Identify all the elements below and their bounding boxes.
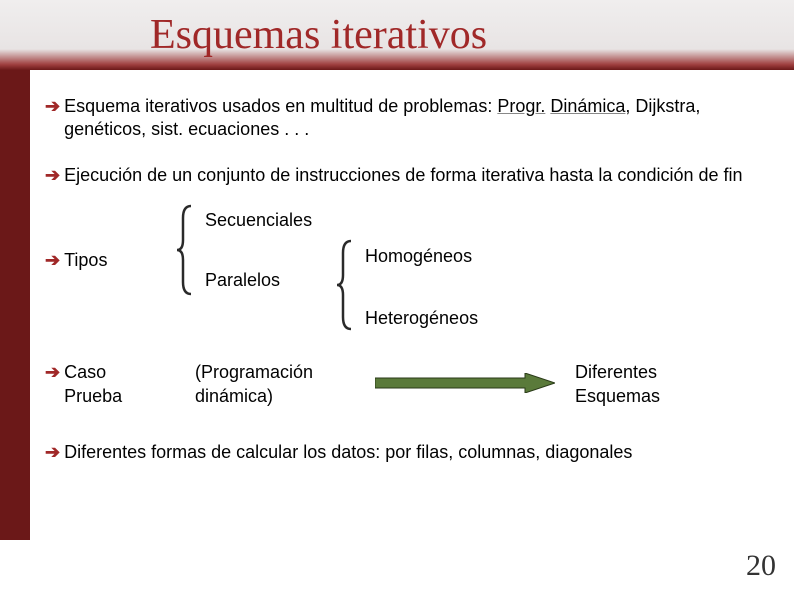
dif-l2: Esquemas (575, 385, 660, 408)
bullet-3-text: Diferentes formas de calcular los datos:… (64, 441, 632, 464)
prog-l1: (Programación (195, 361, 313, 384)
caso-l2: Prueba (64, 385, 122, 408)
link-dinamica: Dinámica (550, 96, 625, 116)
bullet-2-text: Ejecución de un conjunto de instruccione… (64, 164, 742, 187)
paralelos-label: Paralelos (205, 269, 280, 292)
brace-icon (335, 239, 357, 331)
arrow-icon: ➔ (45, 95, 60, 142)
tipos-label: Tipos (64, 249, 107, 272)
dif-l1: Diferentes (575, 361, 660, 384)
block-arrow-icon (375, 373, 555, 393)
tipos-label-row: ➔ Tipos (45, 249, 107, 272)
bullet-1-text: Esquema iterativos usados en multitud de… (64, 95, 765, 142)
prog-dinamica-text: (Programación dinámica) (195, 361, 313, 408)
caso-label-row: ➔ Caso Prueba (45, 361, 122, 408)
caso-text: Caso Prueba (64, 361, 122, 408)
bullet-3: ➔ Diferentes formas de calcular los dato… (45, 441, 765, 464)
arrow-icon: ➔ (45, 249, 60, 272)
caso-block: ➔ Caso Prueba (Programación dinámica) Di… (45, 359, 765, 425)
bullet-2: ➔ Ejecución de un conjunto de instruccio… (45, 164, 765, 187)
heterogeneos-label: Heterogéneos (365, 307, 478, 330)
homogeneos-label: Homogéneos (365, 245, 472, 268)
arrow-icon: ➔ (45, 441, 60, 464)
side-accent-bar (0, 70, 30, 540)
prog-l2: dinámica) (195, 385, 313, 408)
bullet-1-pre: Esquema iterativos usados en multitud de… (64, 96, 497, 116)
secuenciales-label: Secuenciales (205, 209, 312, 232)
page-number: 20 (746, 549, 776, 583)
link-progr: Progr. (497, 96, 545, 116)
title-bar: Esquemas iterativos (0, 0, 794, 70)
arrow-icon: ➔ (45, 164, 60, 187)
brace-icon (175, 204, 197, 296)
bullet-1: ➔ Esquema iterativos usados en multitud … (45, 95, 765, 142)
slide-content: ➔ Esquema iterativos usados en multitud … (45, 95, 765, 465)
slide-title: Esquemas iterativos (150, 11, 487, 59)
diferentes-esquemas-text: Diferentes Esquemas (575, 361, 660, 408)
caso-l1: Caso (64, 361, 122, 384)
arrow-icon: ➔ (45, 361, 60, 408)
tipos-block: ➔ Tipos Secuenciales Paralelos Homogéneo… (45, 209, 765, 349)
